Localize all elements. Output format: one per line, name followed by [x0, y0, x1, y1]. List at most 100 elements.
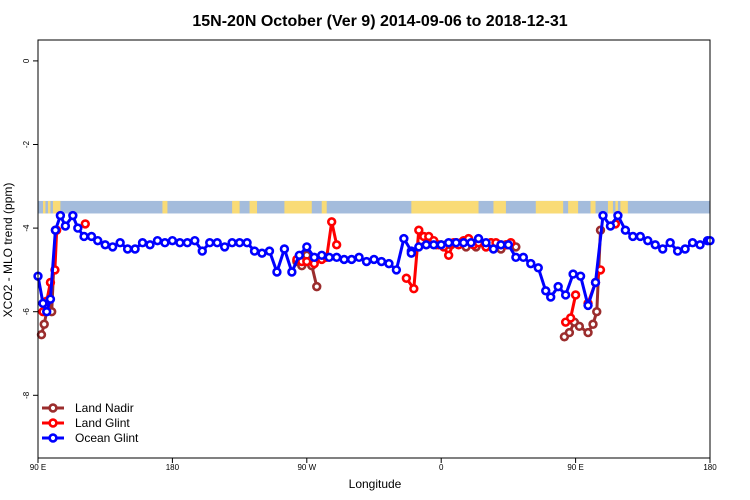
y-axis-ticks: 0 -2 -4 -6 -8: [22, 58, 38, 399]
data-point: [302, 256, 312, 267]
data-point: [588, 319, 598, 329]
data-point: [406, 248, 417, 258]
data-point: [399, 233, 409, 244]
data-point: [598, 210, 608, 221]
series-layer: [33, 210, 715, 342]
data-point: [570, 290, 581, 300]
data-point: [541, 286, 551, 296]
land-block: [620, 200, 628, 214]
data-point: [60, 221, 71, 231]
x-tick-label: 180: [166, 463, 180, 472]
legend-swatch-marker: [48, 403, 58, 413]
data-point: [312, 281, 322, 292]
data-point: [197, 246, 207, 256]
data-point: [526, 258, 536, 269]
data-point: [324, 252, 334, 263]
data-point: [80, 219, 90, 229]
data-point: [687, 238, 698, 248]
data-point: [473, 233, 484, 244]
data-point: [443, 238, 454, 248]
data-point: [212, 238, 222, 248]
land-block: [42, 200, 46, 214]
plot-frame: [37, 39, 711, 459]
data-point: [613, 210, 623, 221]
x-axis-ticks: 90 E 180 90 W 0 90 E 180: [30, 458, 717, 472]
land-block: [568, 200, 579, 214]
data-point: [409, 284, 419, 294]
legend-item: Land Glint: [42, 416, 130, 430]
data-point: [564, 327, 575, 338]
y-tick-label: -4: [22, 224, 31, 232]
data-point: [421, 240, 431, 250]
data-point: [518, 252, 529, 263]
land-block: [232, 200, 240, 214]
data-point: [145, 240, 155, 250]
data-point: [376, 256, 387, 267]
data-point: [391, 265, 402, 275]
data-point: [272, 267, 282, 277]
data-point: [339, 254, 349, 265]
data-point: [115, 238, 125, 248]
data-point: [100, 240, 110, 250]
data-point: [436, 240, 446, 250]
land-block: [590, 200, 596, 214]
data-point: [568, 269, 578, 279]
legend-swatch-marker: [48, 418, 58, 428]
data-point: [511, 252, 521, 263]
data-point: [466, 238, 476, 248]
data-point: [160, 238, 170, 248]
data-point: [361, 256, 372, 267]
land-ocean-strip: [38, 200, 710, 214]
data-point: [384, 258, 394, 269]
data-point: [401, 273, 412, 283]
data-point: [331, 252, 342, 263]
data-point: [574, 321, 585, 332]
data-point: [695, 240, 705, 250]
x-tick-label: 90 E: [567, 463, 583, 472]
data-point: [488, 244, 499, 254]
data-point: [122, 244, 133, 254]
data-point: [130, 244, 140, 254]
data-point: [107, 242, 118, 252]
data-point: [533, 263, 543, 273]
legend-swatch-marker: [48, 433, 58, 443]
data-point: [93, 235, 103, 246]
data-point: [414, 242, 424, 252]
data-point: [565, 313, 576, 323]
land-block: [162, 200, 168, 214]
land-block: [493, 200, 506, 214]
data-point: [451, 238, 461, 248]
land-block: [411, 200, 479, 214]
data-point: [219, 242, 230, 252]
data-point: [458, 238, 469, 248]
land-block: [607, 200, 613, 214]
x-tick-label: 0: [439, 463, 444, 472]
data-point: [672, 246, 683, 256]
data-point: [36, 329, 47, 340]
data-point: [86, 231, 97, 242]
data-point: [605, 221, 616, 231]
data-point: [414, 225, 424, 235]
data-point: [635, 231, 646, 242]
data-point: [496, 240, 506, 250]
data-point: [182, 238, 193, 248]
data-point: [429, 240, 439, 250]
data-point: [583, 300, 593, 311]
land-block: [321, 200, 327, 214]
data-point: [167, 235, 178, 246]
data-point: [279, 244, 290, 254]
data-point: [227, 238, 237, 248]
land-block: [249, 200, 258, 214]
y-tick-label: 0: [22, 58, 31, 63]
data-point: [575, 271, 586, 281]
data-point: [665, 238, 675, 248]
land-block: [52, 200, 61, 214]
data-point: [257, 248, 267, 258]
data-point: [302, 242, 312, 252]
data-point: [553, 281, 563, 292]
data-point: [39, 319, 49, 329]
data-point: [68, 210, 78, 221]
